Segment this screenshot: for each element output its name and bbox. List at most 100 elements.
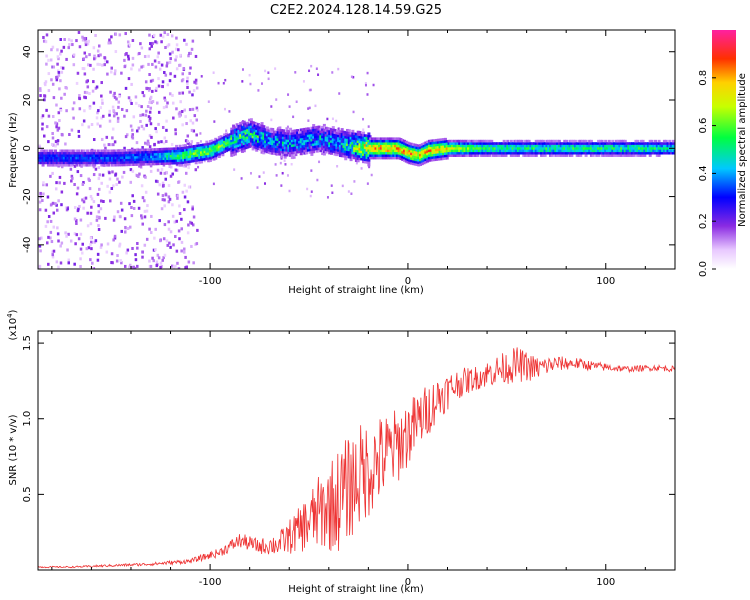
heatmap-cell — [342, 133, 346, 136]
heatmap-cell — [196, 156, 200, 160]
heatmap-cell — [419, 146, 423, 150]
heatmap-cell — [258, 175, 261, 178]
heatmap-cell — [159, 33, 163, 37]
heatmap-cell — [593, 142, 597, 145]
heatmap-cell — [347, 150, 351, 154]
heatmap-cell — [579, 144, 583, 148]
heatmap-cell — [426, 140, 430, 144]
heatmap-cell — [184, 171, 188, 175]
heatmap-cell — [557, 142, 561, 145]
heatmap-cell — [350, 75, 353, 79]
heatmap-cell — [125, 161, 129, 164]
heatmap-cell — [178, 211, 182, 215]
heatmap-cell — [110, 149, 114, 153]
heatmap-cell — [378, 139, 382, 143]
heatmap-cell — [93, 161, 97, 165]
heatmap-cell — [167, 154, 171, 158]
heatmap-cell — [185, 189, 188, 193]
heatmap-cell — [130, 156, 134, 159]
heatmap-cell — [472, 151, 476, 155]
heatmap-cell — [107, 151, 111, 155]
heatmap-cell — [135, 148, 139, 152]
heatmap-cell — [312, 133, 316, 137]
heatmap-cell — [454, 142, 458, 145]
heatmap-cell — [203, 159, 206, 163]
heatmap-cell — [671, 149, 675, 153]
heatmap-cell — [110, 35, 113, 39]
heatmap-cell — [436, 141, 440, 144]
heatmap-cell — [116, 154, 120, 157]
heatmap-cell — [394, 137, 398, 141]
heatmap-cell — [54, 121, 57, 125]
heatmap-cell — [270, 118, 273, 122]
heatmap-cell — [165, 64, 169, 68]
heatmap-cell — [110, 70, 113, 74]
heatmap-cell — [66, 248, 69, 252]
heatmap-cell — [474, 154, 478, 157]
heatmap-cell — [646, 147, 650, 150]
heatmap-cell — [161, 194, 165, 198]
heatmap-cell — [639, 144, 643, 148]
heatmap-cell — [263, 182, 266, 185]
heatmap-cell — [151, 256, 154, 260]
heatmap-cell — [347, 134, 351, 137]
heatmap-cell — [221, 136, 225, 140]
heatmap-cell — [171, 147, 175, 151]
heatmap-cell — [620, 154, 624, 157]
heatmap-cell — [607, 151, 611, 155]
heatmap-cell — [290, 129, 294, 133]
heatmap-cell — [449, 147, 453, 150]
heatmap-cell — [315, 142, 319, 146]
heatmap-cell — [73, 183, 76, 187]
heatmap-cell — [159, 150, 163, 153]
heatmap-cell — [249, 130, 253, 133]
heatmap-cell — [175, 67, 179, 71]
heatmap-cell — [68, 43, 71, 47]
heatmap-cell — [383, 149, 387, 153]
heatmap-cell — [103, 159, 107, 162]
heatmap-cell — [39, 159, 43, 162]
heatmap-cell — [269, 142, 273, 145]
heatmap-cell — [114, 69, 117, 73]
heatmap-cell — [499, 154, 503, 157]
heatmap-cell — [96, 161, 100, 165]
heatmap-cell — [135, 101, 138, 105]
heatmap-cell — [572, 151, 576, 155]
heatmap-cell — [397, 142, 401, 145]
heatmap-cell — [319, 127, 323, 131]
heatmap-cell — [509, 149, 513, 153]
heatmap-cell — [358, 138, 362, 141]
heatmap-cell — [175, 55, 178, 59]
heatmap-cell — [379, 156, 383, 160]
heatmap-cell — [310, 153, 314, 156]
heatmap-cell — [107, 163, 111, 167]
heatmap-cell — [46, 156, 50, 160]
heatmap-cell — [38, 264, 42, 268]
heatmap-cell — [180, 147, 184, 150]
heatmap-cell — [183, 183, 187, 187]
heatmap-cell — [54, 154, 58, 157]
heatmap-cell — [630, 154, 634, 157]
heatmap-cell — [408, 144, 412, 148]
heatmap-cell — [271, 137, 275, 141]
heatmap-cell — [410, 154, 414, 158]
heatmap-cell — [105, 156, 109, 160]
heatmap-cell — [351, 129, 355, 133]
heatmap-cell — [483, 147, 487, 150]
heatmap-cell — [260, 134, 264, 137]
heatmap-cell — [179, 100, 182, 104]
heatmap-cell — [353, 154, 357, 157]
heatmap-cell — [541, 144, 545, 148]
heatmap-cell — [249, 172, 252, 175]
heatmap-cell — [146, 148, 150, 152]
heatmap-cell — [657, 151, 661, 155]
heatmap-cell — [45, 62, 48, 66]
heatmap-cell — [226, 138, 230, 142]
heatmap-cell — [394, 142, 398, 145]
heatmap-cell — [81, 182, 85, 186]
heatmap-cell — [515, 139, 519, 143]
heatmap-cell — [159, 171, 163, 175]
heatmap-cell — [58, 181, 61, 185]
heatmap-cell — [156, 55, 160, 59]
heatmap-cell — [376, 151, 380, 155]
